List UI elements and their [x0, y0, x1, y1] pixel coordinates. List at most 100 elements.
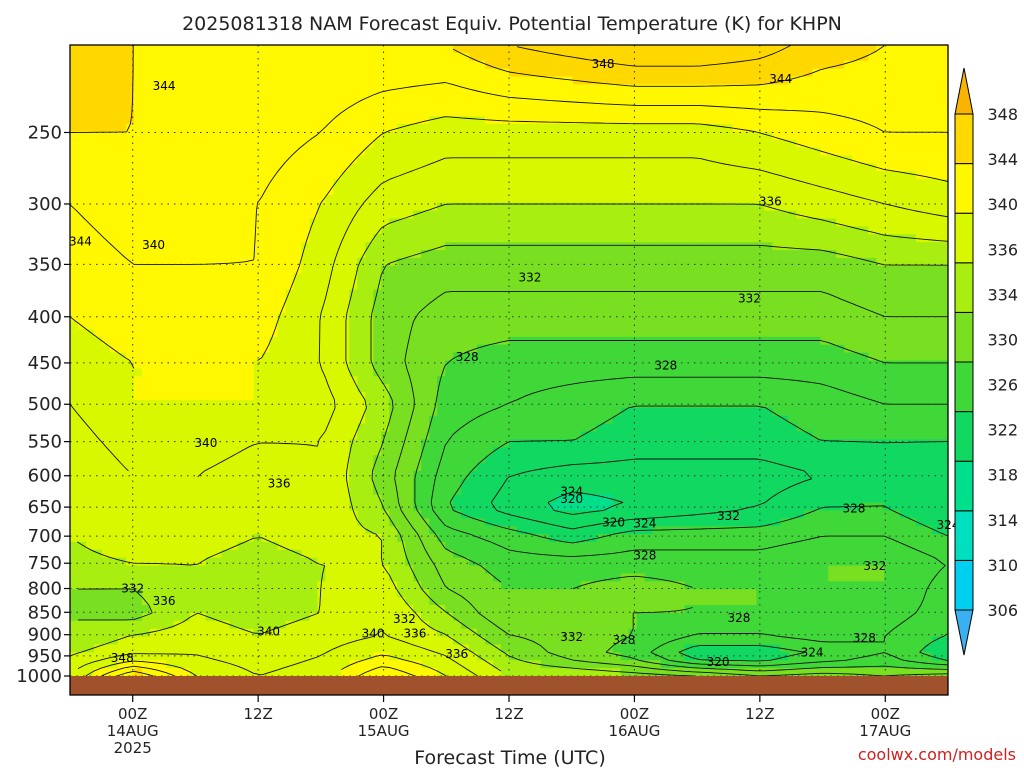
field-cell [253, 155, 263, 164]
field-cell [381, 92, 390, 101]
field-cell [197, 84, 207, 93]
field-cell [293, 344, 303, 354]
field-cell [333, 281, 342, 291]
field-cell [660, 250, 670, 259]
field-cell [892, 384, 901, 393]
field-cell [93, 384, 103, 393]
field-cell [772, 384, 781, 393]
field-cell [85, 155, 95, 164]
field-cell [141, 139, 151, 149]
field-cell [852, 360, 861, 369]
field-cell [804, 131, 813, 141]
field-cell [101, 131, 111, 141]
field-cell [772, 289, 781, 298]
field-cell [636, 234, 646, 243]
field-cell [772, 139, 781, 149]
field-cell [189, 242, 199, 251]
field-cell [389, 84, 398, 93]
field-cell [421, 226, 430, 235]
field-cell [165, 368, 175, 377]
field-cell [229, 202, 239, 212]
field-cell [413, 76, 422, 86]
field-cell [477, 171, 486, 180]
field-cell [181, 289, 191, 298]
field-cell [820, 226, 829, 235]
field-cell [149, 360, 159, 369]
field-cell [293, 218, 303, 228]
field-cell [445, 52, 454, 62]
field-cell [221, 100, 231, 109]
field-cell [125, 360, 135, 369]
field-cell [764, 84, 773, 93]
field-cell [333, 179, 342, 188]
field-cell [780, 250, 789, 259]
field-cell [213, 234, 223, 243]
field-cell [900, 344, 909, 354]
field-cell [333, 313, 342, 322]
field-cell [556, 360, 566, 369]
field-cell [253, 108, 263, 117]
field-cell [381, 321, 390, 330]
field-cell [692, 368, 702, 377]
field-cell [812, 131, 821, 141]
field-cell [373, 226, 382, 235]
field-cell [477, 328, 486, 338]
field-cell [413, 100, 422, 109]
field-cell [485, 163, 494, 172]
field-cell [157, 76, 167, 86]
field-cell [277, 210, 287, 220]
field-cell [157, 257, 167, 267]
field-cell [117, 305, 127, 314]
field-cell [572, 163, 582, 172]
field-cell [261, 368, 271, 377]
field-cell [325, 226, 334, 235]
field-cell [70, 45, 79, 54]
field-cell [477, 218, 486, 228]
field-cell [261, 60, 271, 70]
field-cell [932, 352, 941, 362]
field-cell [580, 131, 590, 141]
field-cell [748, 68, 758, 78]
field-cell [85, 360, 95, 369]
field-cell [205, 234, 215, 243]
field-cell [373, 108, 382, 117]
field-cell [516, 194, 526, 204]
field-cell [221, 352, 231, 362]
field-cell [836, 234, 845, 243]
field-cell [844, 186, 853, 196]
field-cell [157, 289, 167, 298]
field-cell [509, 305, 518, 314]
field-cell [612, 352, 622, 362]
field-cell [477, 265, 486, 275]
field-cell [477, 123, 486, 133]
field-cell [70, 265, 79, 275]
field-cell [532, 273, 542, 283]
field-cell [788, 131, 797, 141]
field-cell [580, 52, 590, 62]
field-cell [157, 171, 167, 180]
field-cell [932, 313, 941, 322]
field-cell [85, 297, 95, 306]
field-cell [828, 210, 837, 220]
field-cell [269, 392, 279, 401]
field-cell [756, 328, 766, 338]
field-cell [924, 123, 933, 133]
field-cell [429, 328, 438, 338]
field-cell [165, 344, 175, 354]
field-cell [221, 242, 231, 251]
field-cell [652, 392, 662, 401]
field-cell [748, 360, 758, 369]
field-cell [357, 131, 366, 141]
field-cell [181, 52, 191, 62]
field-cell [764, 234, 773, 243]
field-cell [524, 84, 534, 93]
field-cell [509, 368, 518, 377]
field-cell [397, 360, 406, 369]
field-cell [924, 344, 933, 354]
field-cell [261, 163, 271, 172]
field-cell [253, 352, 263, 362]
field-cell [516, 336, 526, 346]
field-cell [157, 226, 167, 235]
field-cell [277, 131, 287, 141]
field-cell [365, 226, 374, 235]
